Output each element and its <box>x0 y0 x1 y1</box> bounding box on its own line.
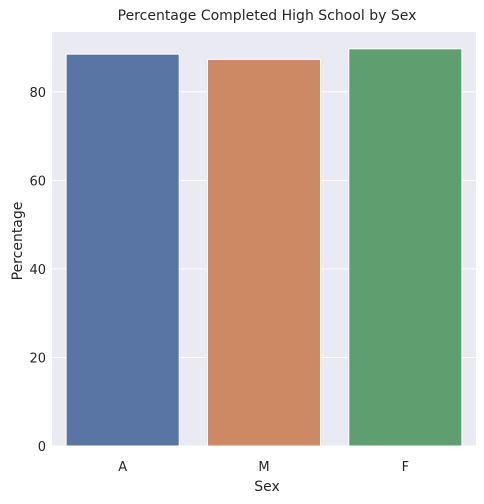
y-tick-label: 20 <box>29 351 46 366</box>
y-tick-label: 0 <box>38 440 46 455</box>
x-tick-label: M <box>258 460 269 475</box>
bar-a <box>65 53 180 447</box>
y-tick-labels: 0 20 40 60 80 <box>29 86 46 455</box>
x-tick-label: A <box>118 460 127 475</box>
x-tick-label: F <box>402 460 409 475</box>
bar-f <box>348 48 463 447</box>
y-tick-label: 80 <box>29 86 46 101</box>
x-axis-label: Sex <box>254 479 280 495</box>
y-tick-label: 60 <box>29 174 46 189</box>
bars <box>65 48 463 447</box>
bar-m <box>206 58 322 447</box>
y-tick-label: 40 <box>29 263 46 278</box>
chart-title: Percentage Completed High School by Sex <box>118 8 417 24</box>
y-axis-label: Percentage <box>10 202 26 281</box>
